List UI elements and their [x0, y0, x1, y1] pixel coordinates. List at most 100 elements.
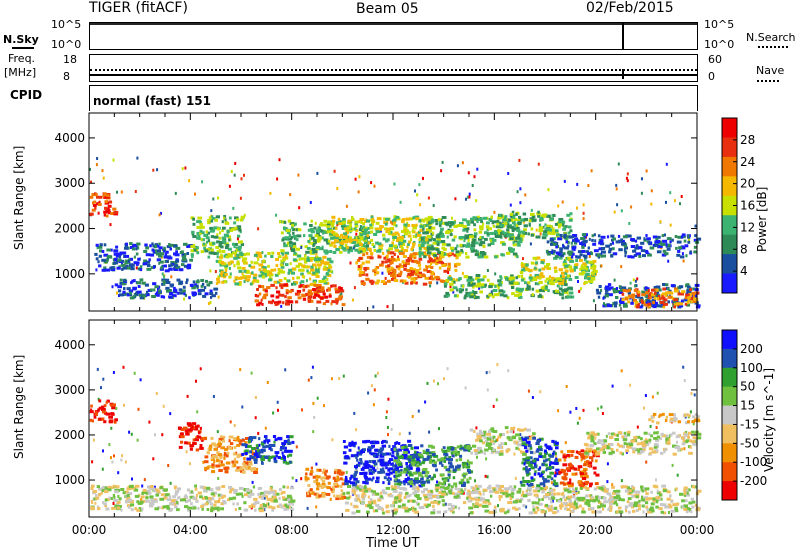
echo-speckle [300, 246, 303, 249]
echo-cell [281, 220, 286, 224]
echo-cell [227, 498, 231, 502]
echo-cell [222, 500, 226, 503]
echo-cell [341, 221, 345, 225]
echo-cell [235, 246, 240, 250]
echo-cell [360, 221, 363, 224]
echo-cell [327, 268, 331, 272]
echo-speckle [620, 209, 623, 213]
echo-cell [137, 246, 140, 250]
echo-cell [284, 449, 290, 453]
echo-cell [166, 498, 172, 502]
echo-cell [615, 240, 621, 244]
echo-speckle [376, 371, 379, 375]
echo-cell [563, 226, 566, 230]
echo-cell [618, 303, 622, 307]
echo-speckle [379, 229, 382, 233]
echo-cell [446, 478, 450, 482]
echo-cell [185, 500, 189, 503]
echo-cell [364, 235, 368, 239]
echo-cell [595, 288, 599, 292]
echo-cell [413, 256, 417, 259]
echo-cell [510, 279, 515, 283]
echo-cell [427, 221, 431, 225]
echo-cell [377, 242, 382, 246]
echo-cell [181, 250, 184, 254]
echo-speckle [689, 410, 692, 414]
echo-cell [528, 222, 531, 226]
echo-cell [90, 408, 93, 412]
echo-speckle [229, 420, 232, 424]
echo-cell [415, 269, 420, 272]
echo-cell [441, 232, 444, 236]
echo-speckle [254, 396, 257, 399]
echo-cell [331, 300, 337, 304]
echo-speckle [97, 397, 100, 401]
echo-cell [95, 411, 98, 414]
echo-cell [432, 451, 436, 454]
echo-cell [422, 468, 426, 472]
echo-cell [213, 226, 218, 230]
echo-cell [497, 228, 501, 232]
echo-cell [443, 456, 447, 460]
echo-cell [139, 268, 143, 272]
echo-speckle [110, 426, 113, 430]
echo-cell [154, 285, 159, 289]
echo-cell [288, 449, 293, 453]
echo-cell [571, 509, 575, 513]
echo-cell [179, 498, 183, 502]
echo-cell [463, 464, 468, 468]
echo-cell [395, 474, 400, 478]
echo-cell [191, 230, 195, 234]
echo-cell [477, 279, 480, 283]
echo-cell [159, 260, 164, 264]
echo-cell [283, 507, 287, 511]
echo-cell [197, 289, 202, 293]
echo-cell [224, 470, 229, 474]
echo-cell [411, 499, 416, 503]
echo-cell [313, 283, 319, 287]
echo-cell [501, 489, 505, 493]
echo-cell [387, 251, 393, 255]
echo-cell [248, 440, 251, 444]
echo-cell [204, 496, 208, 500]
echo-cell [666, 237, 672, 241]
echo-cell [169, 502, 174, 506]
echo-cell [416, 234, 422, 237]
echo-speckle [340, 291, 343, 295]
echo-cell [175, 490, 180, 494]
echo-cell [416, 252, 420, 256]
echo-speckle [526, 482, 529, 486]
echo-cell [390, 255, 394, 259]
echo-cell [347, 485, 352, 488]
echo-cell [213, 503, 217, 507]
echo-speckle [130, 432, 133, 436]
echo-cell [567, 490, 572, 494]
echo-cell [218, 437, 224, 441]
echo-speckle [317, 291, 320, 295]
echo-cell [298, 268, 302, 272]
echo-cell [568, 265, 573, 269]
echo-cell [396, 455, 400, 459]
echo-cell [214, 500, 219, 504]
echo-cell [127, 492, 133, 496]
echo-cell [90, 506, 94, 510]
echo-cell [687, 488, 691, 492]
echo-cell [305, 467, 310, 471]
echo-cell [684, 244, 689, 248]
echo-cell [238, 492, 243, 496]
echo-cell [621, 298, 625, 302]
echo-cell [284, 251, 290, 255]
echo-cell [670, 499, 674, 503]
echo-cell [598, 496, 602, 500]
echo-speckle [160, 211, 162, 215]
echo-cell [208, 281, 213, 285]
echo-cell [611, 241, 615, 245]
echo-cell [660, 293, 664, 297]
echo-cell [124, 259, 130, 263]
echo-cell [104, 486, 108, 490]
echo-cell [260, 491, 265, 495]
echo-speckle [628, 222, 631, 225]
echo-cell [457, 451, 460, 454]
echo-cell [138, 507, 142, 510]
echo-cell [462, 218, 467, 222]
